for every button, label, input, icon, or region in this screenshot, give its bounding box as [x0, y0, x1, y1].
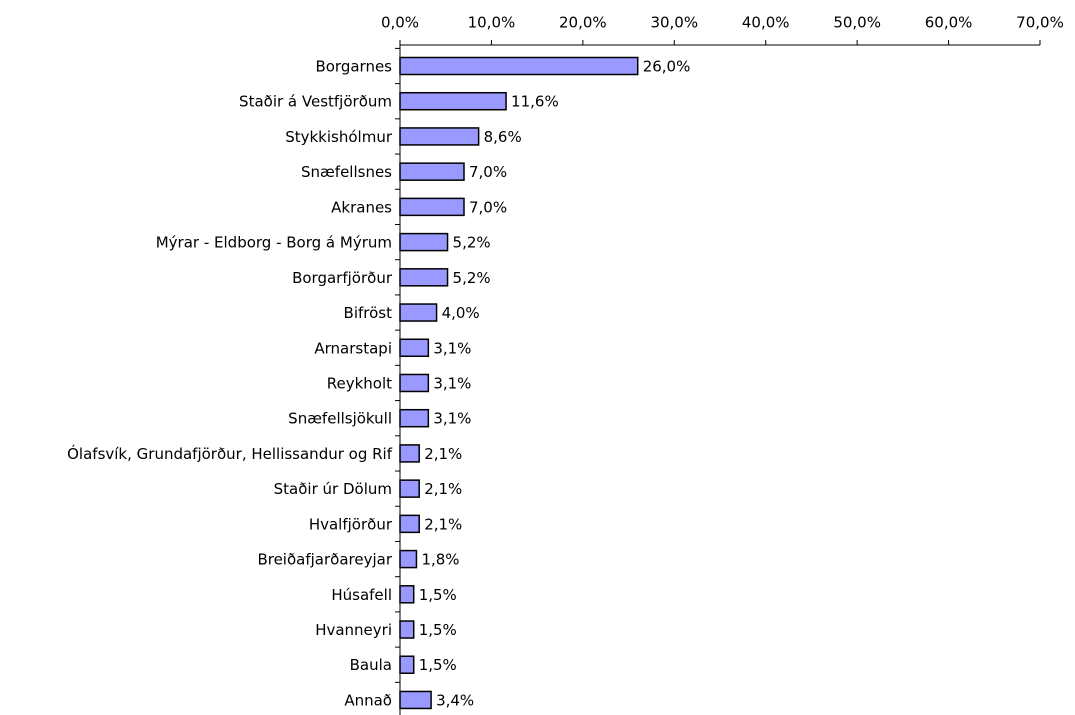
bar [399, 620, 415, 639]
x-tick-label: 70,0% [1016, 14, 1064, 32]
y-tick-label: Stykkishólmur [285, 128, 393, 146]
y-tick-label: Húsafell [331, 586, 392, 604]
y-tick-label: Hvalfjörður [309, 515, 393, 533]
bar [399, 303, 438, 322]
value-label: 26,0% [643, 58, 691, 76]
bar [399, 127, 480, 146]
x-tick-label: 40,0% [742, 14, 790, 32]
y-tick-label: Snæfellsjökull [288, 410, 392, 428]
x-tick-label: 50,0% [833, 14, 881, 32]
y-tick-label: Borgarnes [315, 58, 392, 76]
bar [399, 197, 465, 217]
y-tick-label: Bifröst [344, 304, 393, 322]
x-tick-label: 10,0% [468, 14, 516, 32]
bar [399, 690, 432, 710]
y-tick-label: Annað [344, 691, 392, 709]
value-label: 11,6% [511, 93, 559, 111]
y-tick-label: Reykholt [327, 374, 392, 392]
value-label: 2,1% [424, 515, 462, 533]
value-label: 2,1% [424, 445, 462, 463]
value-label: 3,1% [433, 339, 471, 357]
y-tick-label: Hvanneyri [315, 621, 392, 639]
value-label: 5,2% [453, 234, 491, 252]
y-tick-label: Snæfellsnes [301, 163, 392, 181]
bar [399, 232, 449, 252]
bar [399, 56, 639, 76]
value-label: 8,6% [484, 128, 522, 146]
value-label: 1,8% [421, 551, 459, 569]
bar [399, 91, 507, 111]
y-tick-label: Ólafsvík, Grundafjörður, Hellissandur og… [67, 444, 393, 463]
bar [399, 162, 465, 181]
value-label: 3,4% [436, 691, 474, 709]
x-tick-label: 0,0% [381, 14, 419, 32]
y-tick-label: Borgarfjörður [292, 269, 393, 287]
value-label: 4,0% [442, 304, 480, 322]
bar [399, 373, 430, 393]
value-label: 1,5% [419, 586, 457, 604]
y-tick-label: Breiðafjarðareyjar [257, 551, 392, 569]
y-tick-label: Mýrar - Eldborg - Borg á Mýrum [156, 234, 392, 252]
y-tick-label: Akranes [331, 198, 392, 216]
bar [399, 655, 415, 674]
value-label: 3,1% [433, 410, 471, 428]
y-tick-label: Staðir á Vestfjörðum [239, 93, 392, 111]
x-tick-label: 30,0% [650, 14, 698, 32]
y-tick-label: Baula [350, 656, 392, 674]
x-tick-label: 60,0% [925, 14, 973, 32]
value-label: 5,2% [453, 269, 491, 287]
bar [399, 585, 415, 604]
value-label: 7,0% [469, 198, 507, 216]
bar [399, 268, 449, 287]
value-label: 2,1% [424, 480, 462, 498]
value-label: 1,5% [419, 621, 457, 639]
bar [399, 444, 420, 463]
value-label: 1,5% [419, 656, 457, 674]
y-tick-label: Staðir úr Dölum [274, 480, 392, 498]
bar [399, 479, 420, 498]
value-label: 7,0% [469, 163, 507, 181]
bar [399, 514, 420, 534]
value-label: 3,1% [433, 374, 471, 392]
bar [399, 338, 430, 358]
bar [399, 408, 430, 428]
y-tick-label: Arnarstapi [314, 339, 392, 357]
x-tick-label: 20,0% [559, 14, 607, 32]
bar [399, 549, 418, 569]
